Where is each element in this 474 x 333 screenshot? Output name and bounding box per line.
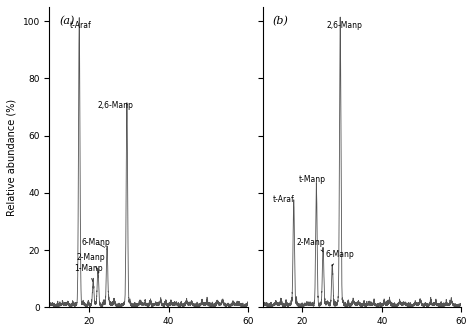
Text: 2-Manp: 2-Manp xyxy=(296,238,325,251)
Text: 2,6-Manp: 2,6-Manp xyxy=(97,101,133,110)
Text: 2-Manp: 2-Manp xyxy=(77,252,106,269)
Text: 1-Manp: 1-Manp xyxy=(74,264,103,280)
Text: 6-Manp: 6-Manp xyxy=(326,250,355,266)
Y-axis label: Relative abundance (%): Relative abundance (%) xyxy=(7,99,17,216)
Text: t-Araf: t-Araf xyxy=(70,21,91,30)
Text: 2,6-Manp: 2,6-Manp xyxy=(326,21,362,30)
Text: t-Araf: t-Araf xyxy=(273,195,294,204)
Text: (b): (b) xyxy=(273,16,289,26)
Text: (a): (a) xyxy=(59,16,75,26)
Text: t-Manp: t-Manp xyxy=(299,175,326,184)
Text: 6-Manp: 6-Manp xyxy=(82,238,111,247)
